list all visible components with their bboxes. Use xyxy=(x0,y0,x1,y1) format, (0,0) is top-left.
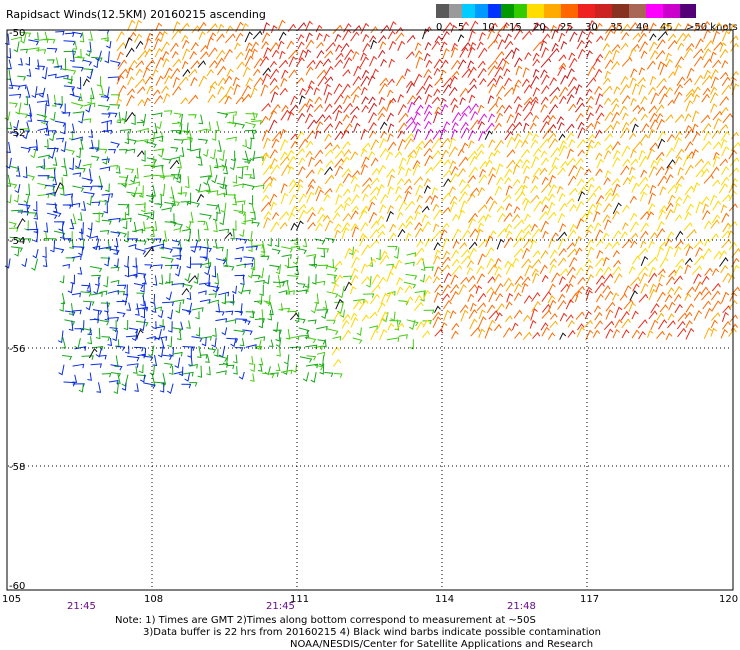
legend-label: 30 xyxy=(585,22,598,33)
legend-swatch-8 xyxy=(544,4,561,18)
legend-label: >50 knots xyxy=(686,22,738,33)
time-label: 21:45 xyxy=(266,601,295,612)
legend-label: 45 xyxy=(660,22,673,33)
legend-swatch-10 xyxy=(578,4,595,18)
lat-tick-label: -58 xyxy=(9,462,25,473)
lon-tick-label: 120 xyxy=(719,594,738,605)
legend-swatch-2 xyxy=(462,4,475,18)
lat-tick-label: -54 xyxy=(9,236,25,247)
legend-swatch-3 xyxy=(475,4,488,18)
legend-label: 15 xyxy=(509,22,522,33)
note-line-3: NOAA/NESDIS/Center for Satellite Applica… xyxy=(290,639,594,650)
lat-lon-grid xyxy=(8,30,732,590)
legend-label: 20 xyxy=(533,22,546,33)
lat-tick-label: -50 xyxy=(9,28,25,39)
lat-tick-label: -52 xyxy=(9,128,25,139)
lon-tick-label: 108 xyxy=(144,594,163,605)
lat-tick-label: -60 xyxy=(9,581,25,592)
legend-swatch-16 xyxy=(680,4,696,18)
legend-swatch-13 xyxy=(629,4,646,18)
legend-swatch-14 xyxy=(646,4,663,18)
lon-tick-label: 105 xyxy=(2,594,21,605)
map-frame xyxy=(6,29,734,591)
legend-label: 35 xyxy=(610,22,623,33)
note-line-2: 3)Data buffer is 22 hrs from 20160215 4)… xyxy=(143,627,601,638)
wind-barbs-layer xyxy=(4,19,740,395)
lat-tick-label: -56 xyxy=(9,344,25,355)
lon-tick-label: 111 xyxy=(290,594,309,605)
legend-swatch-15 xyxy=(663,4,680,18)
legend-swatch-4 xyxy=(488,4,501,18)
legend-label: 10 xyxy=(482,22,495,33)
legend-label: 0 xyxy=(436,22,443,33)
legend-label: 25 xyxy=(560,22,573,33)
legend-swatch-6 xyxy=(514,4,527,18)
legend-swatch-12 xyxy=(612,4,629,18)
lon-tick-label: 114 xyxy=(435,594,454,605)
time-label: 21:48 xyxy=(507,601,536,612)
map-title: Rapidsact Winds(12.5KM) 20160215 ascendi… xyxy=(6,8,266,21)
legend-label: 5 xyxy=(458,22,465,33)
legend-label: 40 xyxy=(636,22,649,33)
lon-tick-label: 117 xyxy=(580,594,599,605)
legend-swatch-5 xyxy=(501,4,514,18)
legend-swatch-1 xyxy=(449,4,462,18)
legend-swatch-7 xyxy=(527,4,544,18)
legend-swatch-11 xyxy=(595,4,612,18)
time-label: 21:45 xyxy=(67,601,96,612)
legend-swatch-0 xyxy=(436,4,449,18)
note-line-1: Note: 1) Times are GMT 2)Times along bot… xyxy=(115,615,536,626)
legend-swatch-9 xyxy=(561,4,578,18)
